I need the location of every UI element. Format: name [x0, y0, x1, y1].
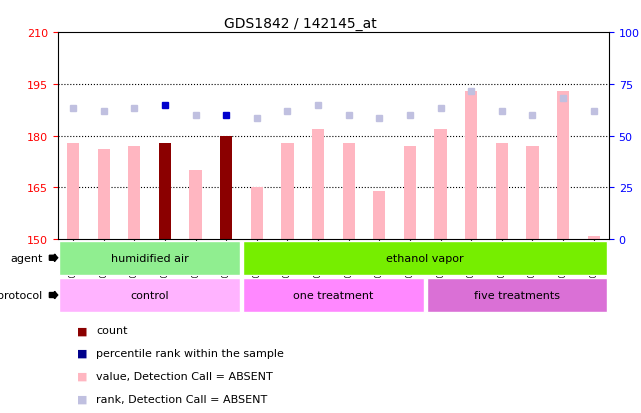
Text: percentile rank within the sample: percentile rank within the sample: [96, 348, 284, 358]
Text: humidified air: humidified air: [111, 253, 188, 263]
Bar: [465, 92, 478, 240]
Bar: [220, 136, 232, 240]
Text: five treatments: five treatments: [474, 290, 560, 300]
Text: GDS1842 / 142145_at: GDS1842 / 142145_at: [224, 17, 377, 31]
Text: ■: ■: [77, 325, 87, 335]
Text: one treatment: one treatment: [293, 290, 374, 300]
Text: ■: ■: [77, 394, 87, 404]
Bar: [342, 143, 354, 240]
Bar: [557, 92, 569, 240]
Bar: [97, 150, 110, 240]
Bar: [404, 147, 416, 240]
Text: control: control: [130, 290, 169, 300]
Bar: [588, 236, 600, 240]
Bar: [281, 143, 294, 240]
Text: value, Detection Call = ABSENT: value, Detection Call = ABSENT: [96, 371, 273, 381]
Text: rank, Detection Call = ABSENT: rank, Detection Call = ABSENT: [96, 394, 267, 404]
FancyBboxPatch shape: [59, 241, 240, 275]
FancyBboxPatch shape: [427, 278, 608, 312]
Text: ■: ■: [77, 348, 87, 358]
Bar: [189, 171, 202, 240]
Bar: [526, 147, 538, 240]
Bar: [159, 143, 171, 240]
FancyBboxPatch shape: [59, 278, 240, 312]
Bar: [67, 143, 79, 240]
Bar: [128, 147, 140, 240]
Bar: [251, 188, 263, 240]
Text: protocol: protocol: [0, 290, 42, 300]
Bar: [312, 129, 324, 240]
Text: count: count: [96, 325, 128, 335]
Bar: [373, 191, 385, 240]
Bar: [495, 143, 508, 240]
FancyBboxPatch shape: [243, 241, 608, 275]
Text: agent: agent: [10, 253, 42, 263]
Text: ethanol vapor: ethanol vapor: [387, 253, 464, 263]
Bar: [435, 129, 447, 240]
Text: ■: ■: [77, 371, 87, 381]
FancyBboxPatch shape: [243, 278, 424, 312]
